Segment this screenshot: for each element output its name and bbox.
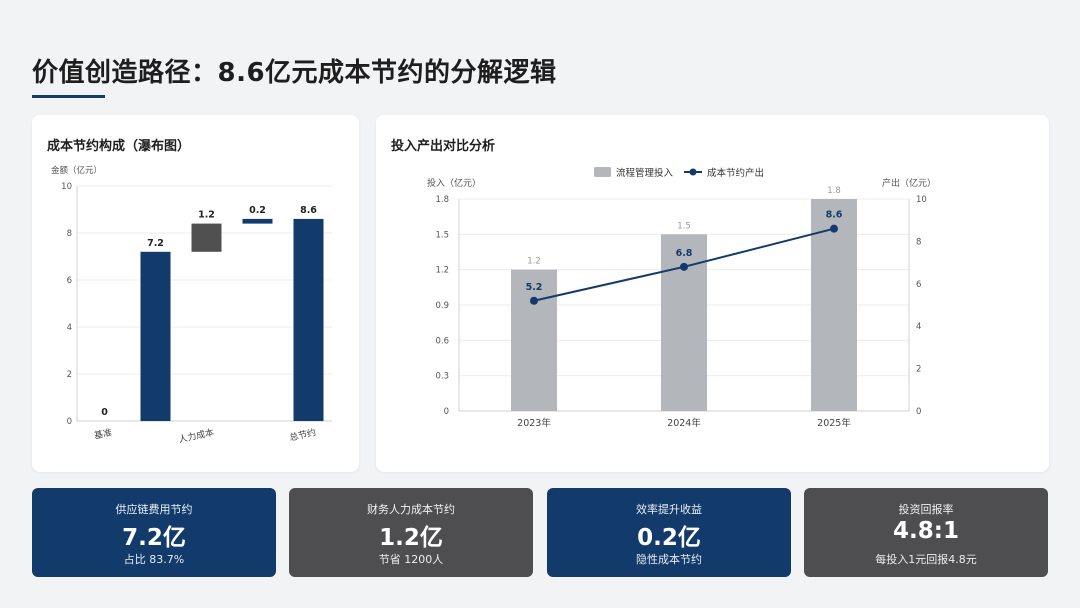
right-tick-label: 4 — [916, 322, 921, 332]
y-tick-label: 2 — [67, 370, 72, 380]
legend-label: 流程管理投入 — [616, 167, 674, 179]
waterfall-bar — [293, 218, 324, 421]
title-underline — [32, 95, 105, 98]
left-tick-label: 0.3 — [435, 372, 449, 382]
left-tick-label: 0 — [444, 407, 449, 417]
y-tick-label: 0 — [67, 417, 72, 427]
y-axis-label: 金额（亿元） — [51, 165, 102, 176]
waterfall-panel: 成本节约构成（瀑布图） 金额（亿元） 0 2 4 6 8 10 0 7.2 1.2 0.2 8.6 基准… — [32, 115, 359, 472]
kpi-card-finance-labor: 财务人力成本节约 1.2亿 节省 1200人 — [289, 488, 533, 577]
data-label: 0 — [101, 407, 108, 418]
bar-value-label: 1.8 — [827, 186, 841, 196]
legend-marker — [689, 168, 697, 176]
right-tick-label: 8 — [916, 237, 921, 247]
waterfall-bar — [140, 251, 171, 421]
y-tick-label: 6 — [67, 276, 72, 286]
x-tick-label: 2023年 — [517, 417, 551, 429]
bar-value-label: 1.2 — [527, 257, 541, 267]
kpi-value: 7.2亿 — [122, 525, 186, 551]
x-tick-label: 2025年 — [817, 417, 851, 429]
left-tick-label: 0.6 — [435, 336, 449, 346]
right-tick-label: 6 — [916, 280, 921, 290]
output-point — [830, 224, 838, 233]
kpi-label: 供应链费用节约 — [115, 503, 193, 516]
left-axis-label: 投入（亿元） — [427, 177, 481, 189]
right-tick-label: 10 — [916, 195, 927, 205]
data-label: 8.6 — [300, 205, 317, 216]
kpi-value: 4.8:1 — [893, 518, 959, 544]
combo-title: 投入产出对比分析 — [391, 139, 496, 154]
y-tick-label: 10 — [61, 182, 72, 192]
line-value-label: 5.2 — [526, 282, 543, 293]
right-axis-label: 产出（亿元） — [882, 177, 936, 189]
left-tick-label: 1.2 — [435, 266, 449, 276]
line-value-label: 8.6 — [826, 210, 843, 221]
y-tick-label: 4 — [67, 323, 72, 333]
input-bar — [661, 234, 707, 411]
data-label: 1.2 — [198, 210, 215, 221]
kpi-label: 财务人力成本节约 — [367, 503, 455, 516]
kpi-card-supply-chain: 供应链费用节约 7.2亿 占比 83.7% — [32, 488, 276, 577]
legend-swatch-bar — [594, 167, 611, 177]
output-point — [680, 262, 688, 271]
x-tick-label: 人力成本 — [177, 426, 215, 445]
left-tick-label: 1.5 — [435, 230, 449, 240]
data-label: 7.2 — [147, 238, 164, 249]
waterfall-bar — [242, 218, 273, 224]
x-tick-label: 基准 — [93, 426, 113, 441]
kpi-card-roi: 投资回报率 4.8:1 每投入1元回报4.8元 — [804, 488, 1048, 577]
kpi-subtext: 每投入1元回报4.8元 — [875, 553, 977, 566]
x-tick-label: 总节约 — [288, 426, 317, 443]
kpi-value: 1.2亿 — [379, 525, 443, 551]
kpi-value: 0.2亿 — [637, 525, 701, 551]
combo-panel: 投入产出对比分析 流程管理投入 成本节约产出投入（亿元） 产出（亿元） 0 0.3 0.6… — [376, 115, 1049, 472]
waterfall-title: 成本节约构成（瀑布图） — [47, 139, 191, 154]
left-tick-label: 1.8 — [435, 195, 449, 205]
kpi-subtext: 隐性成本节约 — [636, 553, 702, 566]
left-tick-label: 0.9 — [435, 301, 449, 311]
y-tick-label: 8 — [67, 229, 72, 239]
output-point — [530, 296, 538, 305]
kpi-card-efficiency: 效率提升收益 0.2亿 隐性成本节约 — [547, 488, 791, 577]
waterfall-chart: 金额（亿元） 0 2 4 6 8 10 0 7.2 1.2 0.2 8.6 基准 人力成本 总节约 — [51, 165, 332, 445]
kpi-label: 投资回报率 — [898, 503, 954, 516]
x-tick-label: 2024年 — [667, 417, 701, 429]
line-value-label: 6.8 — [676, 248, 693, 259]
kpi-label: 效率提升收益 — [636, 503, 702, 516]
waterfall-bar — [191, 223, 222, 252]
input-bar — [511, 269, 557, 411]
right-tick-label: 2 — [916, 365, 921, 375]
page-title: 价值创造路径：8.6亿元成本节约的分解逻辑 — [32, 58, 557, 88]
right-tick-label: 0 — [916, 407, 921, 417]
legend-label: 成本节约产出 — [707, 167, 764, 179]
data-label: 0.2 — [249, 205, 266, 216]
kpi-subtext: 占比 83.7% — [123, 553, 185, 566]
kpi-subtext: 节省 1200人 — [378, 553, 444, 566]
bar-value-label: 1.5 — [677, 221, 691, 231]
input-bar — [811, 199, 857, 411]
